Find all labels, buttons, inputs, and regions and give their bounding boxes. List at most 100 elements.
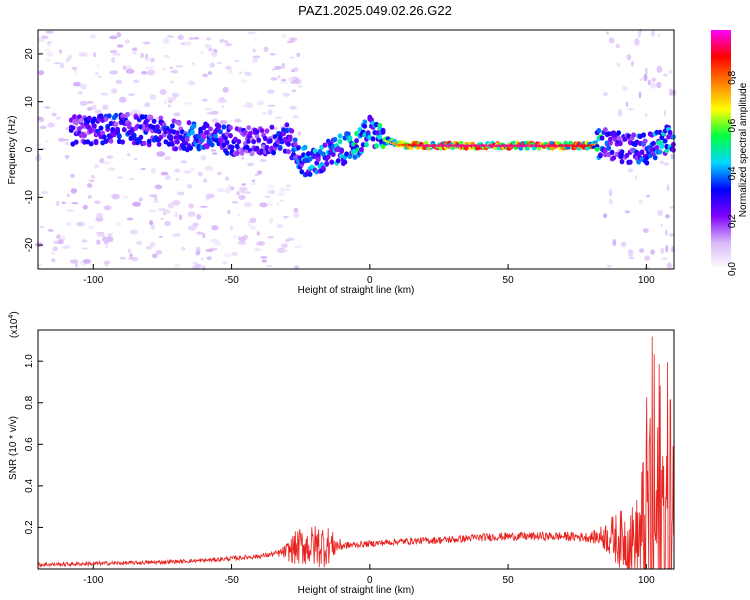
spectrogram-cell — [670, 154, 674, 160]
spectrogram-cell — [200, 51, 204, 55]
spectrogram-cell — [276, 202, 280, 206]
spectrogram-cell — [252, 248, 262, 252]
spectrogram-cell — [87, 183, 93, 188]
spectrogram-x-ticks: -100 -50 0 50 100 — [83, 264, 655, 286]
spectrogram-cell — [626, 54, 632, 61]
spectrogram-cell — [354, 138, 359, 144]
spectrogram-cell — [96, 239, 101, 245]
spectrogram-cell — [208, 126, 213, 132]
spectrogram-cell — [116, 222, 123, 226]
x-tick-label: 100 — [638, 275, 655, 286]
spectrogram-cell — [184, 102, 193, 105]
spectrogram-cell — [90, 174, 95, 179]
x-tick-label: 0 — [367, 575, 373, 586]
spectrogram-cell — [284, 122, 290, 128]
spectrogram-cell — [606, 145, 612, 151]
spectrogram-cell — [188, 145, 194, 151]
spectrogram-cell — [204, 107, 213, 111]
spectrogram-cell — [282, 92, 291, 97]
spectrogram-cell — [281, 131, 286, 137]
spectrogram-cell — [463, 146, 469, 151]
x-tick-label: -50 — [224, 575, 239, 586]
spectrogram-cell — [126, 217, 134, 221]
spectrogram-cell — [130, 257, 139, 262]
spectrogram-cell — [204, 130, 210, 136]
spectrogram-cell — [256, 137, 262, 143]
spectrogram-cell — [212, 152, 218, 155]
spectrogram-cell — [222, 261, 229, 265]
spectrogram-cell — [254, 129, 260, 135]
spectrogram-cell — [269, 124, 275, 130]
spectrogram-cell — [159, 89, 167, 95]
spectrogram-marks — [34, 28, 677, 271]
spectrogram-x-label: Height of straight line (km) — [298, 285, 415, 296]
spectrogram-cell — [91, 104, 97, 110]
spectrogram-cell — [164, 220, 171, 227]
spectrogram-cell — [661, 257, 668, 261]
spectrogram-cell — [175, 65, 183, 68]
spectrogram-cell — [100, 92, 109, 96]
spectrogram-cell — [111, 88, 118, 94]
spectrogram-cell — [264, 128, 270, 134]
spectrogram-cell — [618, 140, 623, 147]
spectrogram-cell — [40, 191, 49, 194]
colorbar-label: Normalized spectral amplitude — [738, 82, 749, 217]
spectrogram-cell — [191, 62, 195, 65]
spectrogram-cell — [86, 101, 94, 104]
spectrogram-cell — [132, 52, 137, 55]
y-tick-label: 10 — [24, 96, 35, 108]
spectrogram-cell — [302, 144, 308, 150]
spectrogram-cell — [93, 164, 100, 169]
spectrogram-cell — [259, 159, 267, 162]
spectrogram-cell — [173, 146, 179, 152]
spectrogram-cell — [205, 248, 214, 253]
spectrogram-cell — [242, 104, 249, 108]
x-tick-label: 100 — [638, 575, 655, 586]
spectrogram-cell — [652, 155, 658, 161]
spectrogram-cell — [335, 158, 341, 164]
spectrogram-cell — [293, 245, 303, 248]
spectrogram-cell — [131, 47, 138, 52]
snr-y-ticks: 0.2 0.4 0.6 0.8 1.0 — [24, 354, 43, 534]
spectrogram-cell — [654, 145, 660, 151]
spectrogram-cell — [201, 134, 207, 140]
spectrogram-cell — [107, 233, 114, 236]
spectrogram-cell — [221, 142, 227, 148]
spectrogram-cell — [657, 149, 663, 155]
spectrogram-cell — [70, 188, 78, 194]
spectrogram-cell — [615, 43, 620, 49]
spectrogram-cell — [181, 246, 186, 251]
spectrogram-cell — [227, 209, 231, 215]
spectrogram-cell — [267, 89, 275, 94]
spectrogram-cell — [199, 205, 208, 208]
spectrogram-cell — [631, 132, 636, 138]
spectrogram-cell — [82, 204, 89, 210]
spectrogram-cell — [281, 62, 286, 69]
spectrogram-cell — [267, 104, 276, 107]
spectrogram-cell — [36, 143, 42, 146]
spectrogram-cell — [94, 200, 101, 204]
spectrogram-cell — [167, 104, 172, 108]
spectrogram-cell — [205, 193, 215, 199]
spectrogram-cell — [274, 65, 282, 70]
spectrogram-cell — [251, 139, 257, 145]
spectrogram-cell — [253, 37, 258, 42]
spectrogram-cell — [239, 71, 243, 74]
spectrogram-cell — [106, 155, 114, 160]
spectrogram-cell — [262, 135, 268, 142]
spectrogram-cell — [109, 35, 118, 40]
spectrogram-cell — [148, 209, 154, 213]
spectrogram-cell — [71, 202, 79, 205]
spectrogram-cell — [669, 233, 674, 237]
spectrogram-cell — [81, 239, 88, 243]
spectrogram-cell — [241, 183, 247, 186]
spectrogram-cell — [243, 202, 252, 208]
spectrogram-cell — [645, 67, 648, 75]
spectrogram-cell — [238, 236, 242, 241]
spectrogram-cell — [177, 34, 184, 40]
spectrogram-cell — [206, 112, 214, 115]
x-tick-label: 50 — [503, 275, 515, 286]
spectrogram-cell — [96, 75, 103, 78]
spectrogram-cell — [141, 71, 147, 75]
spectrogram-cell — [665, 214, 670, 219]
